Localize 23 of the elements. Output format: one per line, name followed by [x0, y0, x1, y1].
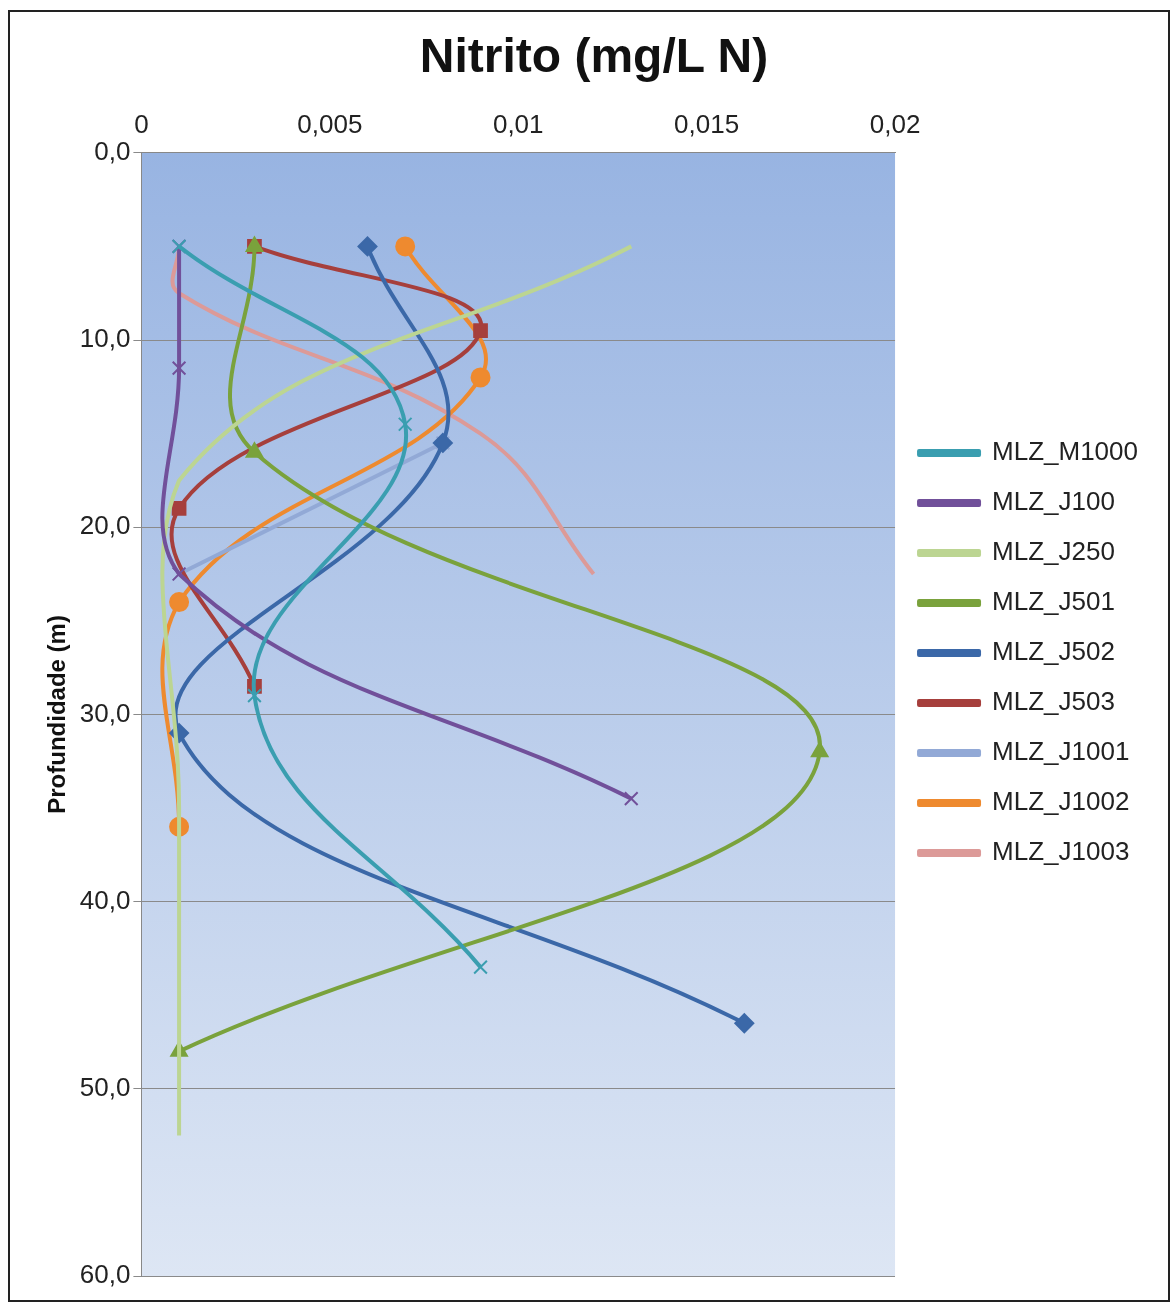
y-tick-label: 20,0 [79, 510, 131, 541]
legend-label: MLZ_J1003 [992, 836, 1130, 867]
x-tick-label: 0,015 [674, 109, 740, 140]
x-tick-label: 0,01 [492, 109, 544, 140]
chart-title: Nitrito (mg/L N) [419, 29, 769, 83]
y-tick-label: 30,0 [79, 697, 131, 728]
x-tick-label: 0,005 [297, 109, 363, 140]
y-axis-title: Profundidade (m) [43, 615, 71, 814]
legend-label: MLZ_J503 [992, 686, 1115, 717]
legend-label: MLZ_J1002 [992, 786, 1130, 817]
legend-label: MLZ_J501 [992, 586, 1115, 617]
y-tick-label: 60,0 [79, 1259, 131, 1290]
legend-label: MLZ_M1000 [992, 436, 1139, 467]
legend-label: MLZ_J1001 [992, 736, 1130, 767]
legend-label: MLZ_J502 [992, 636, 1115, 667]
y-tick-label: 50,0 [79, 1071, 131, 1102]
y-tick-label: 40,0 [79, 884, 131, 915]
legend-label: MLZ_J100 [992, 486, 1115, 517]
x-tick-label: 0,02 [869, 109, 921, 140]
x-tick-label: 0 [134, 109, 149, 140]
y-tick-label: 10,0 [79, 323, 131, 354]
legend-label: MLZ_J250 [992, 536, 1115, 567]
y-tick-label: 0,0 [94, 135, 131, 166]
